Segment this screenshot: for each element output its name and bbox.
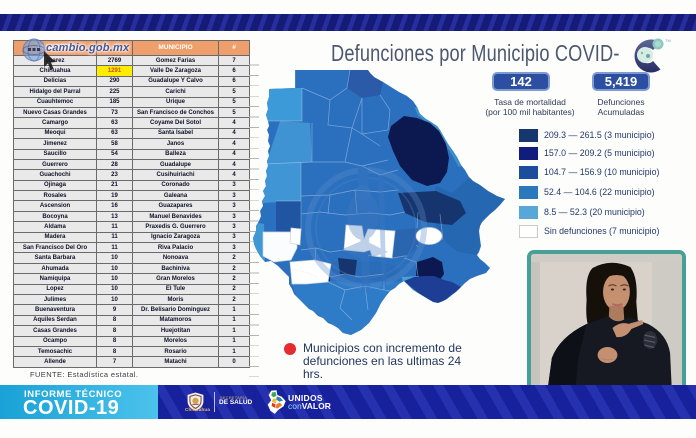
- svg-text:TM: TM: [665, 38, 671, 43]
